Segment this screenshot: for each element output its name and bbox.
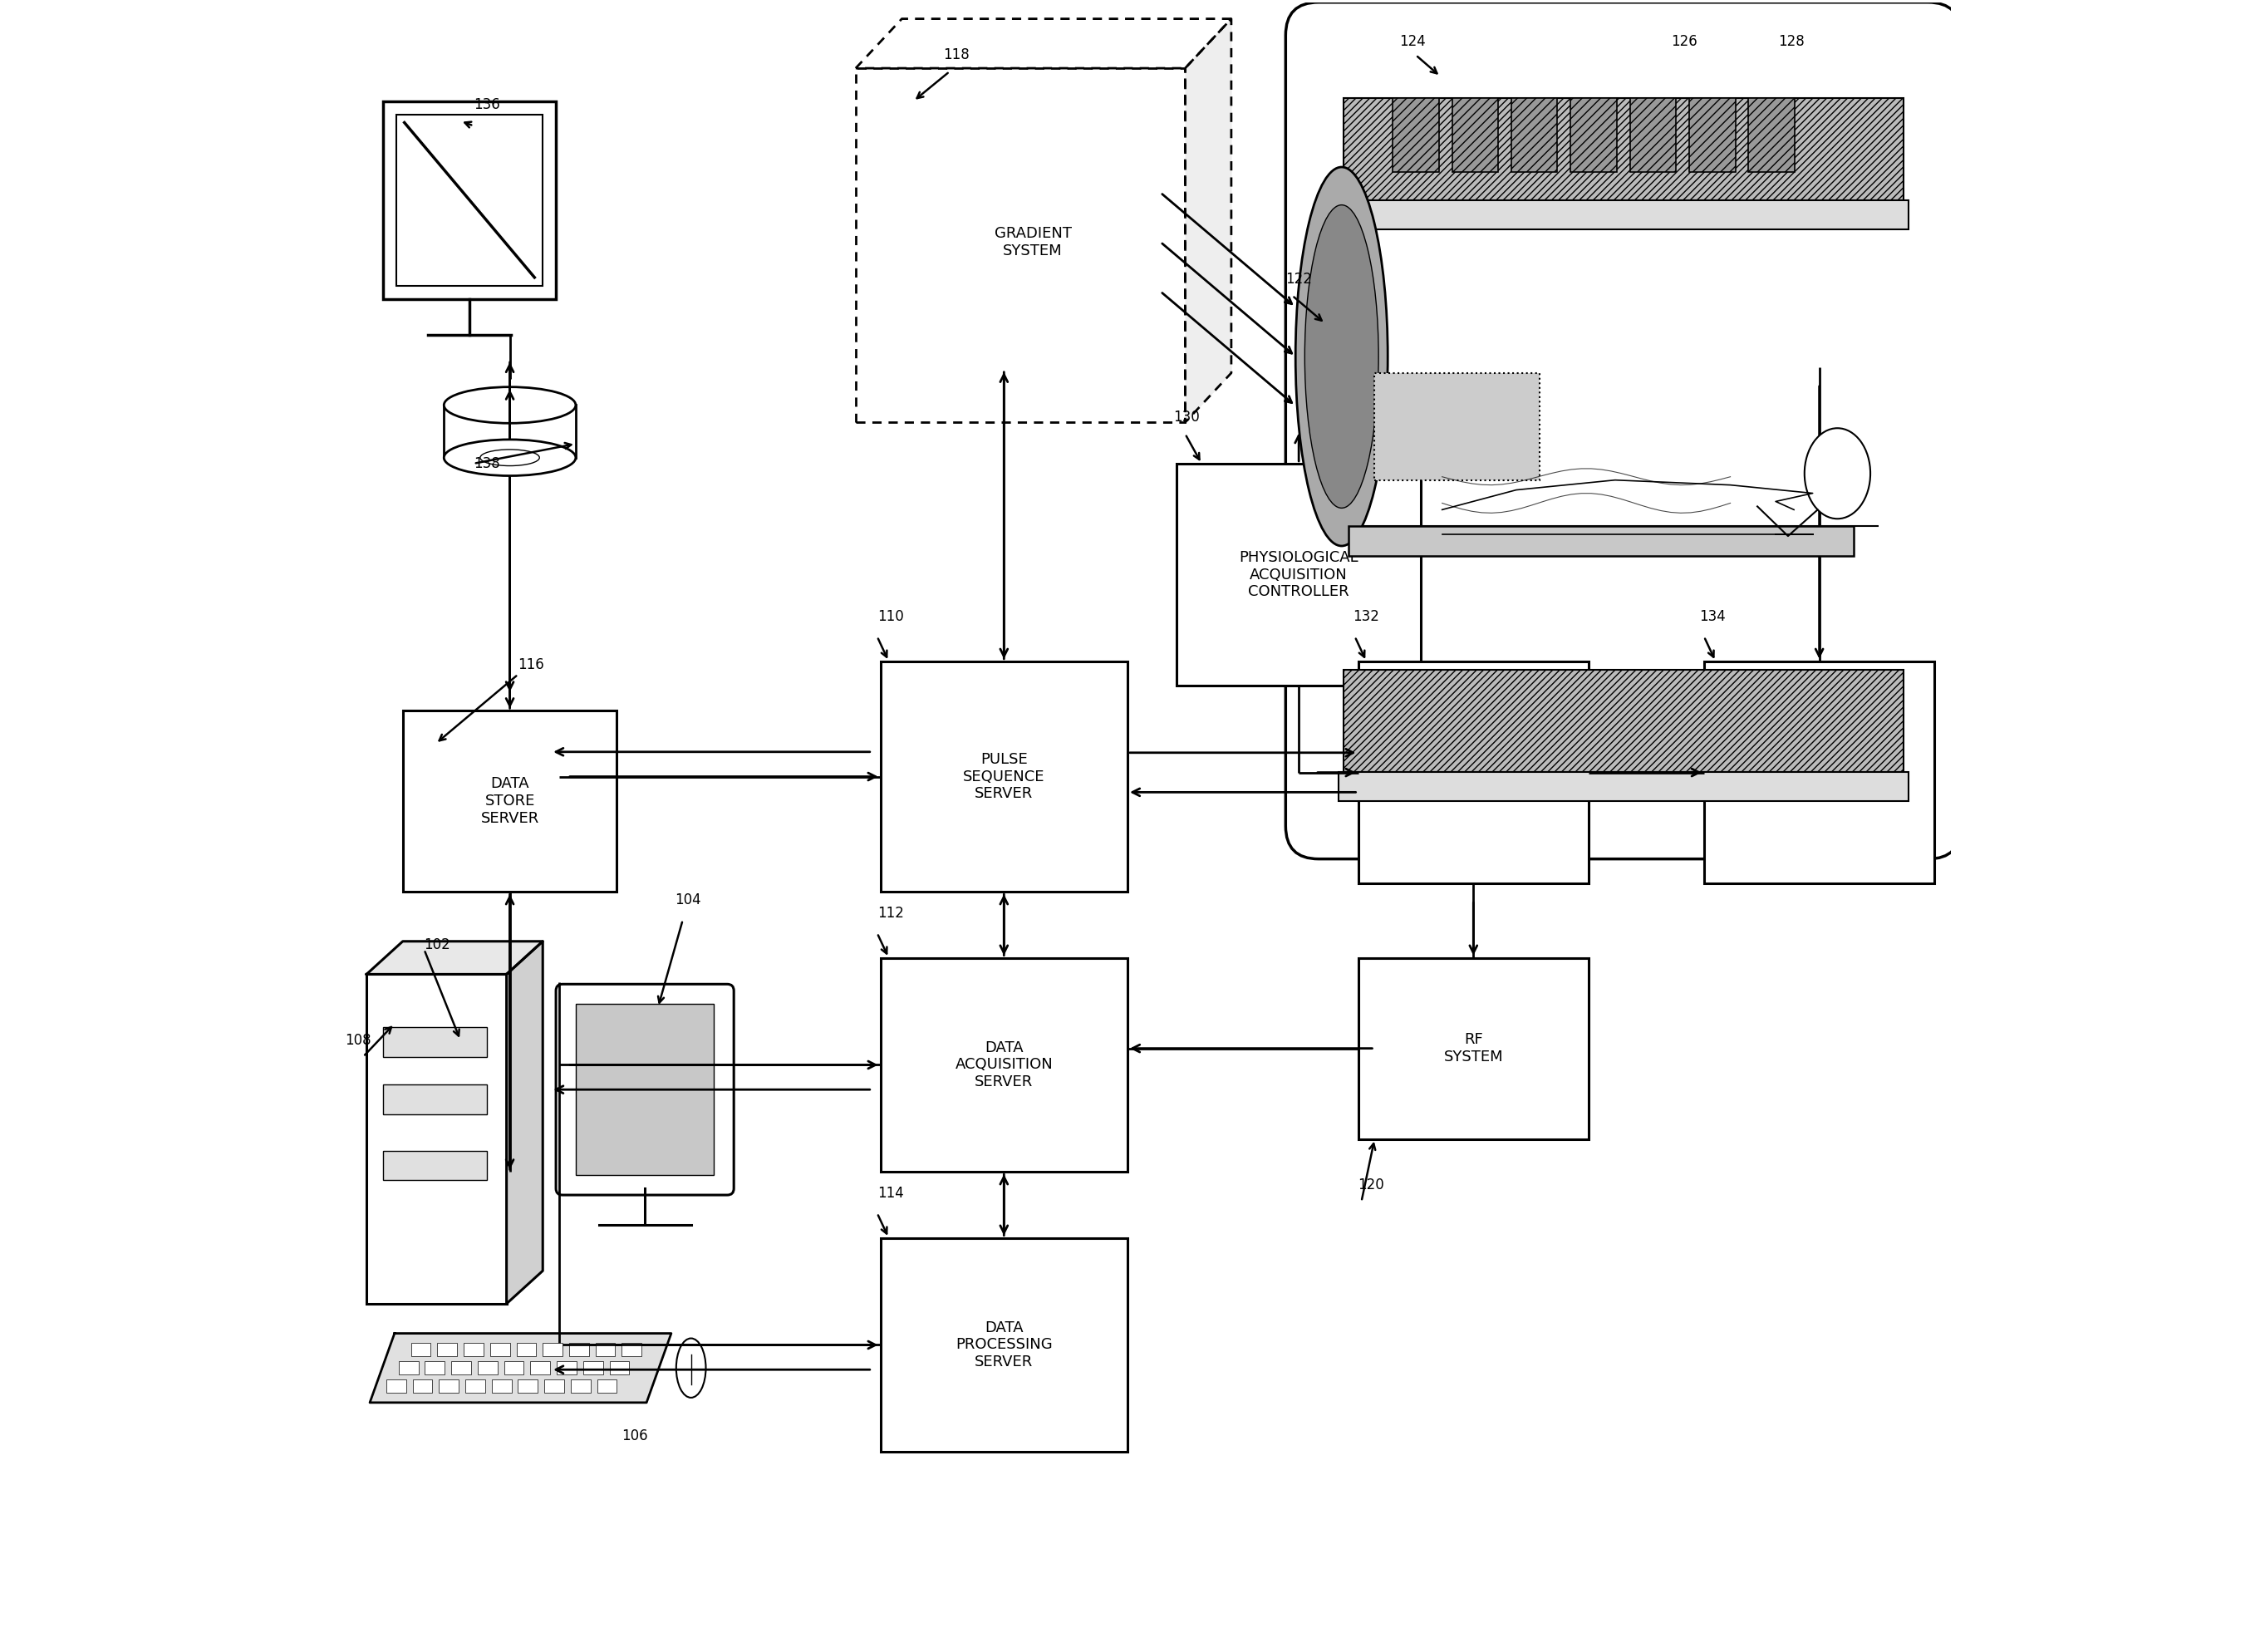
FancyBboxPatch shape <box>505 1361 523 1374</box>
FancyBboxPatch shape <box>1705 661 1935 884</box>
FancyBboxPatch shape <box>383 101 557 299</box>
FancyBboxPatch shape <box>557 985 733 1194</box>
FancyBboxPatch shape <box>1285 2 1962 859</box>
Text: 114: 114 <box>877 1186 904 1201</box>
Text: 130: 130 <box>1173 410 1200 425</box>
FancyBboxPatch shape <box>492 1379 512 1393</box>
Text: 116: 116 <box>519 657 543 672</box>
Ellipse shape <box>480 449 539 466</box>
Text: RF
SYSTEM: RF SYSTEM <box>1443 1032 1504 1064</box>
FancyBboxPatch shape <box>543 1379 564 1393</box>
FancyBboxPatch shape <box>1630 97 1675 172</box>
FancyBboxPatch shape <box>879 958 1128 1171</box>
FancyBboxPatch shape <box>1344 669 1903 771</box>
FancyBboxPatch shape <box>622 1343 643 1356</box>
Text: 138: 138 <box>474 456 501 471</box>
Text: DATA
PROCESSING
SERVER: DATA PROCESSING SERVER <box>956 1320 1053 1370</box>
FancyBboxPatch shape <box>368 975 507 1303</box>
FancyBboxPatch shape <box>489 1343 510 1356</box>
Ellipse shape <box>444 439 575 476</box>
Text: PATIENT
POSITIONING
SYSTEM: PATIENT POSITIONING SYSTEM <box>1770 748 1869 798</box>
Text: DATA
STORE
SERVER: DATA STORE SERVER <box>480 776 539 826</box>
FancyBboxPatch shape <box>1569 97 1617 172</box>
FancyBboxPatch shape <box>1344 97 1903 200</box>
Polygon shape <box>855 18 1231 68</box>
FancyBboxPatch shape <box>879 661 1128 892</box>
FancyBboxPatch shape <box>397 114 543 286</box>
FancyBboxPatch shape <box>424 1361 444 1374</box>
FancyBboxPatch shape <box>571 1379 591 1393</box>
FancyBboxPatch shape <box>1177 464 1421 686</box>
FancyBboxPatch shape <box>1748 97 1795 172</box>
FancyBboxPatch shape <box>568 1343 589 1356</box>
Text: 132: 132 <box>1353 610 1380 624</box>
FancyBboxPatch shape <box>584 1361 602 1374</box>
Text: 134: 134 <box>1698 610 1725 624</box>
Text: 110: 110 <box>877 610 904 624</box>
FancyBboxPatch shape <box>1452 97 1497 172</box>
Text: DATA
ACQUISITION
SERVER: DATA ACQUISITION SERVER <box>956 1041 1053 1090</box>
Text: 108: 108 <box>345 1032 372 1047</box>
Text: 124: 124 <box>1400 35 1425 50</box>
FancyBboxPatch shape <box>557 1361 577 1374</box>
FancyBboxPatch shape <box>465 1343 483 1356</box>
FancyBboxPatch shape <box>1376 373 1540 481</box>
FancyBboxPatch shape <box>404 710 618 892</box>
Text: 120: 120 <box>1358 1178 1385 1193</box>
FancyBboxPatch shape <box>437 1343 458 1356</box>
Text: 122: 122 <box>1285 271 1312 286</box>
FancyBboxPatch shape <box>1358 958 1590 1138</box>
FancyBboxPatch shape <box>1337 771 1908 801</box>
FancyBboxPatch shape <box>598 1379 618 1393</box>
FancyBboxPatch shape <box>879 1237 1128 1452</box>
Text: 118: 118 <box>943 48 970 63</box>
FancyBboxPatch shape <box>595 1343 616 1356</box>
Ellipse shape <box>444 387 575 423</box>
FancyBboxPatch shape <box>575 1004 715 1175</box>
Text: PULSE
SEQUENCE
SERVER: PULSE SEQUENCE SERVER <box>963 752 1044 801</box>
Text: PHYSIOLOGICAL
ACQUISITION
CONTROLLER: PHYSIOLOGICAL ACQUISITION CONTROLLER <box>1240 550 1358 600</box>
Polygon shape <box>507 942 543 1303</box>
Text: 106: 106 <box>622 1427 647 1442</box>
FancyBboxPatch shape <box>413 1379 433 1393</box>
Text: 112: 112 <box>877 905 904 920</box>
Ellipse shape <box>676 1338 706 1398</box>
Text: 102: 102 <box>424 937 451 952</box>
FancyBboxPatch shape <box>516 1343 537 1356</box>
Ellipse shape <box>1306 205 1378 509</box>
FancyBboxPatch shape <box>904 114 1161 370</box>
FancyBboxPatch shape <box>543 1343 561 1356</box>
FancyBboxPatch shape <box>399 1361 419 1374</box>
FancyBboxPatch shape <box>609 1361 629 1374</box>
FancyBboxPatch shape <box>451 1361 471 1374</box>
FancyBboxPatch shape <box>465 1379 485 1393</box>
FancyBboxPatch shape <box>1348 527 1854 555</box>
FancyBboxPatch shape <box>855 68 1186 423</box>
Ellipse shape <box>1297 167 1387 545</box>
FancyBboxPatch shape <box>386 1379 406 1393</box>
Polygon shape <box>1186 18 1231 423</box>
FancyBboxPatch shape <box>383 1085 487 1115</box>
FancyBboxPatch shape <box>383 1028 487 1057</box>
Ellipse shape <box>1804 428 1869 519</box>
FancyBboxPatch shape <box>519 1379 537 1393</box>
FancyBboxPatch shape <box>1511 97 1558 172</box>
Text: SCAN
ROOM
INTERFACE: SCAN ROOM INTERFACE <box>1432 748 1513 798</box>
FancyBboxPatch shape <box>1358 661 1590 884</box>
FancyBboxPatch shape <box>1394 97 1439 172</box>
Text: 104: 104 <box>674 892 701 907</box>
Polygon shape <box>370 1333 672 1403</box>
FancyBboxPatch shape <box>530 1361 550 1374</box>
FancyBboxPatch shape <box>383 1150 487 1180</box>
Text: 136: 136 <box>474 97 501 112</box>
Text: 126: 126 <box>1671 35 1698 50</box>
FancyBboxPatch shape <box>440 1379 458 1393</box>
Polygon shape <box>368 942 543 975</box>
Text: 128: 128 <box>1779 35 1804 50</box>
FancyBboxPatch shape <box>478 1361 498 1374</box>
Text: GRADIENT
SYSTEM: GRADIENT SYSTEM <box>994 226 1071 258</box>
FancyBboxPatch shape <box>410 1343 431 1356</box>
FancyBboxPatch shape <box>1337 200 1908 230</box>
FancyBboxPatch shape <box>1689 97 1736 172</box>
